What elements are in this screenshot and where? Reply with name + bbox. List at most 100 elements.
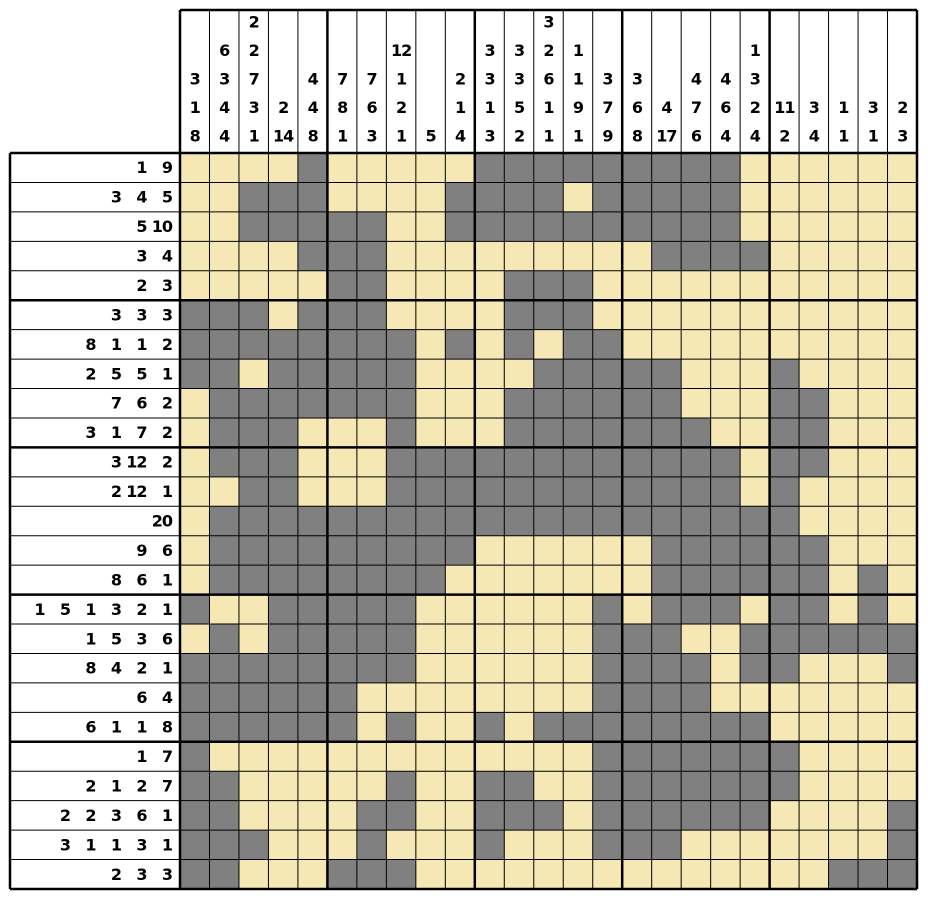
filled-cell[interactable] (268, 182, 298, 212)
empty-cell[interactable] (327, 417, 357, 448)
empty-cell[interactable] (445, 300, 475, 330)
empty-cell[interactable] (828, 682, 859, 713)
filled-cell[interactable] (356, 565, 387, 595)
empty-cell[interactable] (858, 359, 888, 389)
empty-cell[interactable] (563, 594, 593, 625)
filled-cell[interactable] (769, 565, 800, 595)
filled-cell[interactable] (769, 388, 800, 418)
empty-cell[interactable] (740, 211, 770, 242)
empty-cell[interactable] (740, 476, 770, 507)
empty-cell[interactable] (710, 329, 741, 360)
filled-cell[interactable] (209, 624, 239, 654)
empty-cell[interactable] (563, 653, 593, 683)
filled-cell[interactable] (622, 653, 652, 683)
filled-cell[interactable] (592, 359, 623, 389)
filled-cell[interactable] (238, 565, 269, 595)
empty-cell[interactable] (651, 329, 682, 360)
filled-cell[interactable] (356, 859, 387, 889)
filled-cell[interactable] (180, 329, 210, 360)
filled-cell[interactable] (297, 300, 328, 330)
empty-cell[interactable] (445, 800, 475, 831)
empty-cell[interactable] (828, 417, 859, 448)
empty-cell[interactable] (799, 270, 829, 301)
empty-cell[interactable] (445, 741, 475, 772)
empty-cell[interactable] (415, 270, 446, 301)
filled-cell[interactable] (799, 388, 829, 418)
filled-cell[interactable] (327, 624, 357, 654)
empty-cell[interactable] (474, 388, 505, 418)
empty-cell[interactable] (445, 359, 475, 389)
empty-cell[interactable] (622, 329, 652, 360)
empty-cell[interactable] (533, 653, 564, 683)
empty-cell[interactable] (415, 182, 446, 212)
empty-cell[interactable] (445, 153, 475, 183)
filled-cell[interactable] (356, 830, 387, 860)
empty-cell[interactable] (268, 153, 298, 183)
empty-cell[interactable] (180, 535, 210, 566)
filled-cell[interactable] (268, 211, 298, 242)
filled-cell[interactable] (710, 241, 741, 271)
empty-cell[interactable] (563, 800, 593, 831)
empty-cell[interactable] (858, 388, 888, 418)
empty-cell[interactable] (887, 506, 917, 536)
empty-cell[interactable] (563, 535, 593, 566)
empty-cell[interactable] (887, 712, 917, 742)
filled-cell[interactable] (740, 506, 770, 536)
filled-cell[interactable] (356, 388, 387, 418)
empty-cell[interactable] (710, 417, 741, 448)
filled-cell[interactable] (651, 624, 682, 654)
filled-cell[interactable] (268, 447, 298, 477)
filled-cell[interactable] (651, 447, 682, 477)
filled-cell[interactable] (769, 417, 800, 448)
filled-cell[interactable] (474, 153, 505, 183)
filled-cell[interactable] (651, 241, 682, 271)
filled-cell[interactable] (592, 653, 623, 683)
filled-cell[interactable] (238, 535, 269, 566)
filled-cell[interactable] (592, 594, 623, 625)
empty-cell[interactable] (415, 388, 446, 418)
empty-cell[interactable] (415, 682, 446, 713)
empty-cell[interactable] (209, 741, 239, 772)
empty-cell[interactable] (209, 270, 239, 301)
filled-cell[interactable] (415, 447, 446, 477)
empty-cell[interactable] (828, 329, 859, 360)
empty-cell[interactable] (799, 300, 829, 330)
filled-cell[interactable] (592, 182, 623, 212)
empty-cell[interactable] (504, 741, 534, 772)
filled-cell[interactable] (445, 211, 475, 242)
empty-cell[interactable] (386, 241, 416, 271)
empty-cell[interactable] (356, 771, 387, 801)
empty-cell[interactable] (887, 594, 917, 625)
empty-cell[interactable] (327, 447, 357, 477)
empty-cell[interactable] (651, 270, 682, 301)
filled-cell[interactable] (681, 241, 711, 271)
filled-cell[interactable] (769, 506, 800, 536)
empty-cell[interactable] (592, 565, 623, 595)
empty-cell[interactable] (297, 270, 328, 301)
empty-cell[interactable] (563, 624, 593, 654)
filled-cell[interactable] (681, 535, 711, 566)
empty-cell[interactable] (180, 388, 210, 418)
empty-cell[interactable] (681, 300, 711, 330)
filled-cell[interactable] (386, 859, 416, 889)
filled-cell[interactable] (710, 476, 741, 507)
empty-cell[interactable] (297, 417, 328, 448)
empty-cell[interactable] (297, 476, 328, 507)
empty-cell[interactable] (651, 859, 682, 889)
filled-cell[interactable] (563, 211, 593, 242)
filled-cell[interactable] (592, 447, 623, 477)
filled-cell[interactable] (415, 565, 446, 595)
empty-cell[interactable] (238, 741, 269, 772)
filled-cell[interactable] (180, 859, 210, 889)
empty-cell[interactable] (474, 859, 505, 889)
filled-cell[interactable] (356, 300, 387, 330)
filled-cell[interactable] (592, 712, 623, 742)
empty-cell[interactable] (799, 241, 829, 271)
empty-cell[interactable] (858, 241, 888, 271)
empty-cell[interactable] (858, 476, 888, 507)
empty-cell[interactable] (769, 859, 800, 889)
empty-cell[interactable] (415, 741, 446, 772)
filled-cell[interactable] (209, 417, 239, 448)
filled-cell[interactable] (681, 476, 711, 507)
empty-cell[interactable] (445, 565, 475, 595)
